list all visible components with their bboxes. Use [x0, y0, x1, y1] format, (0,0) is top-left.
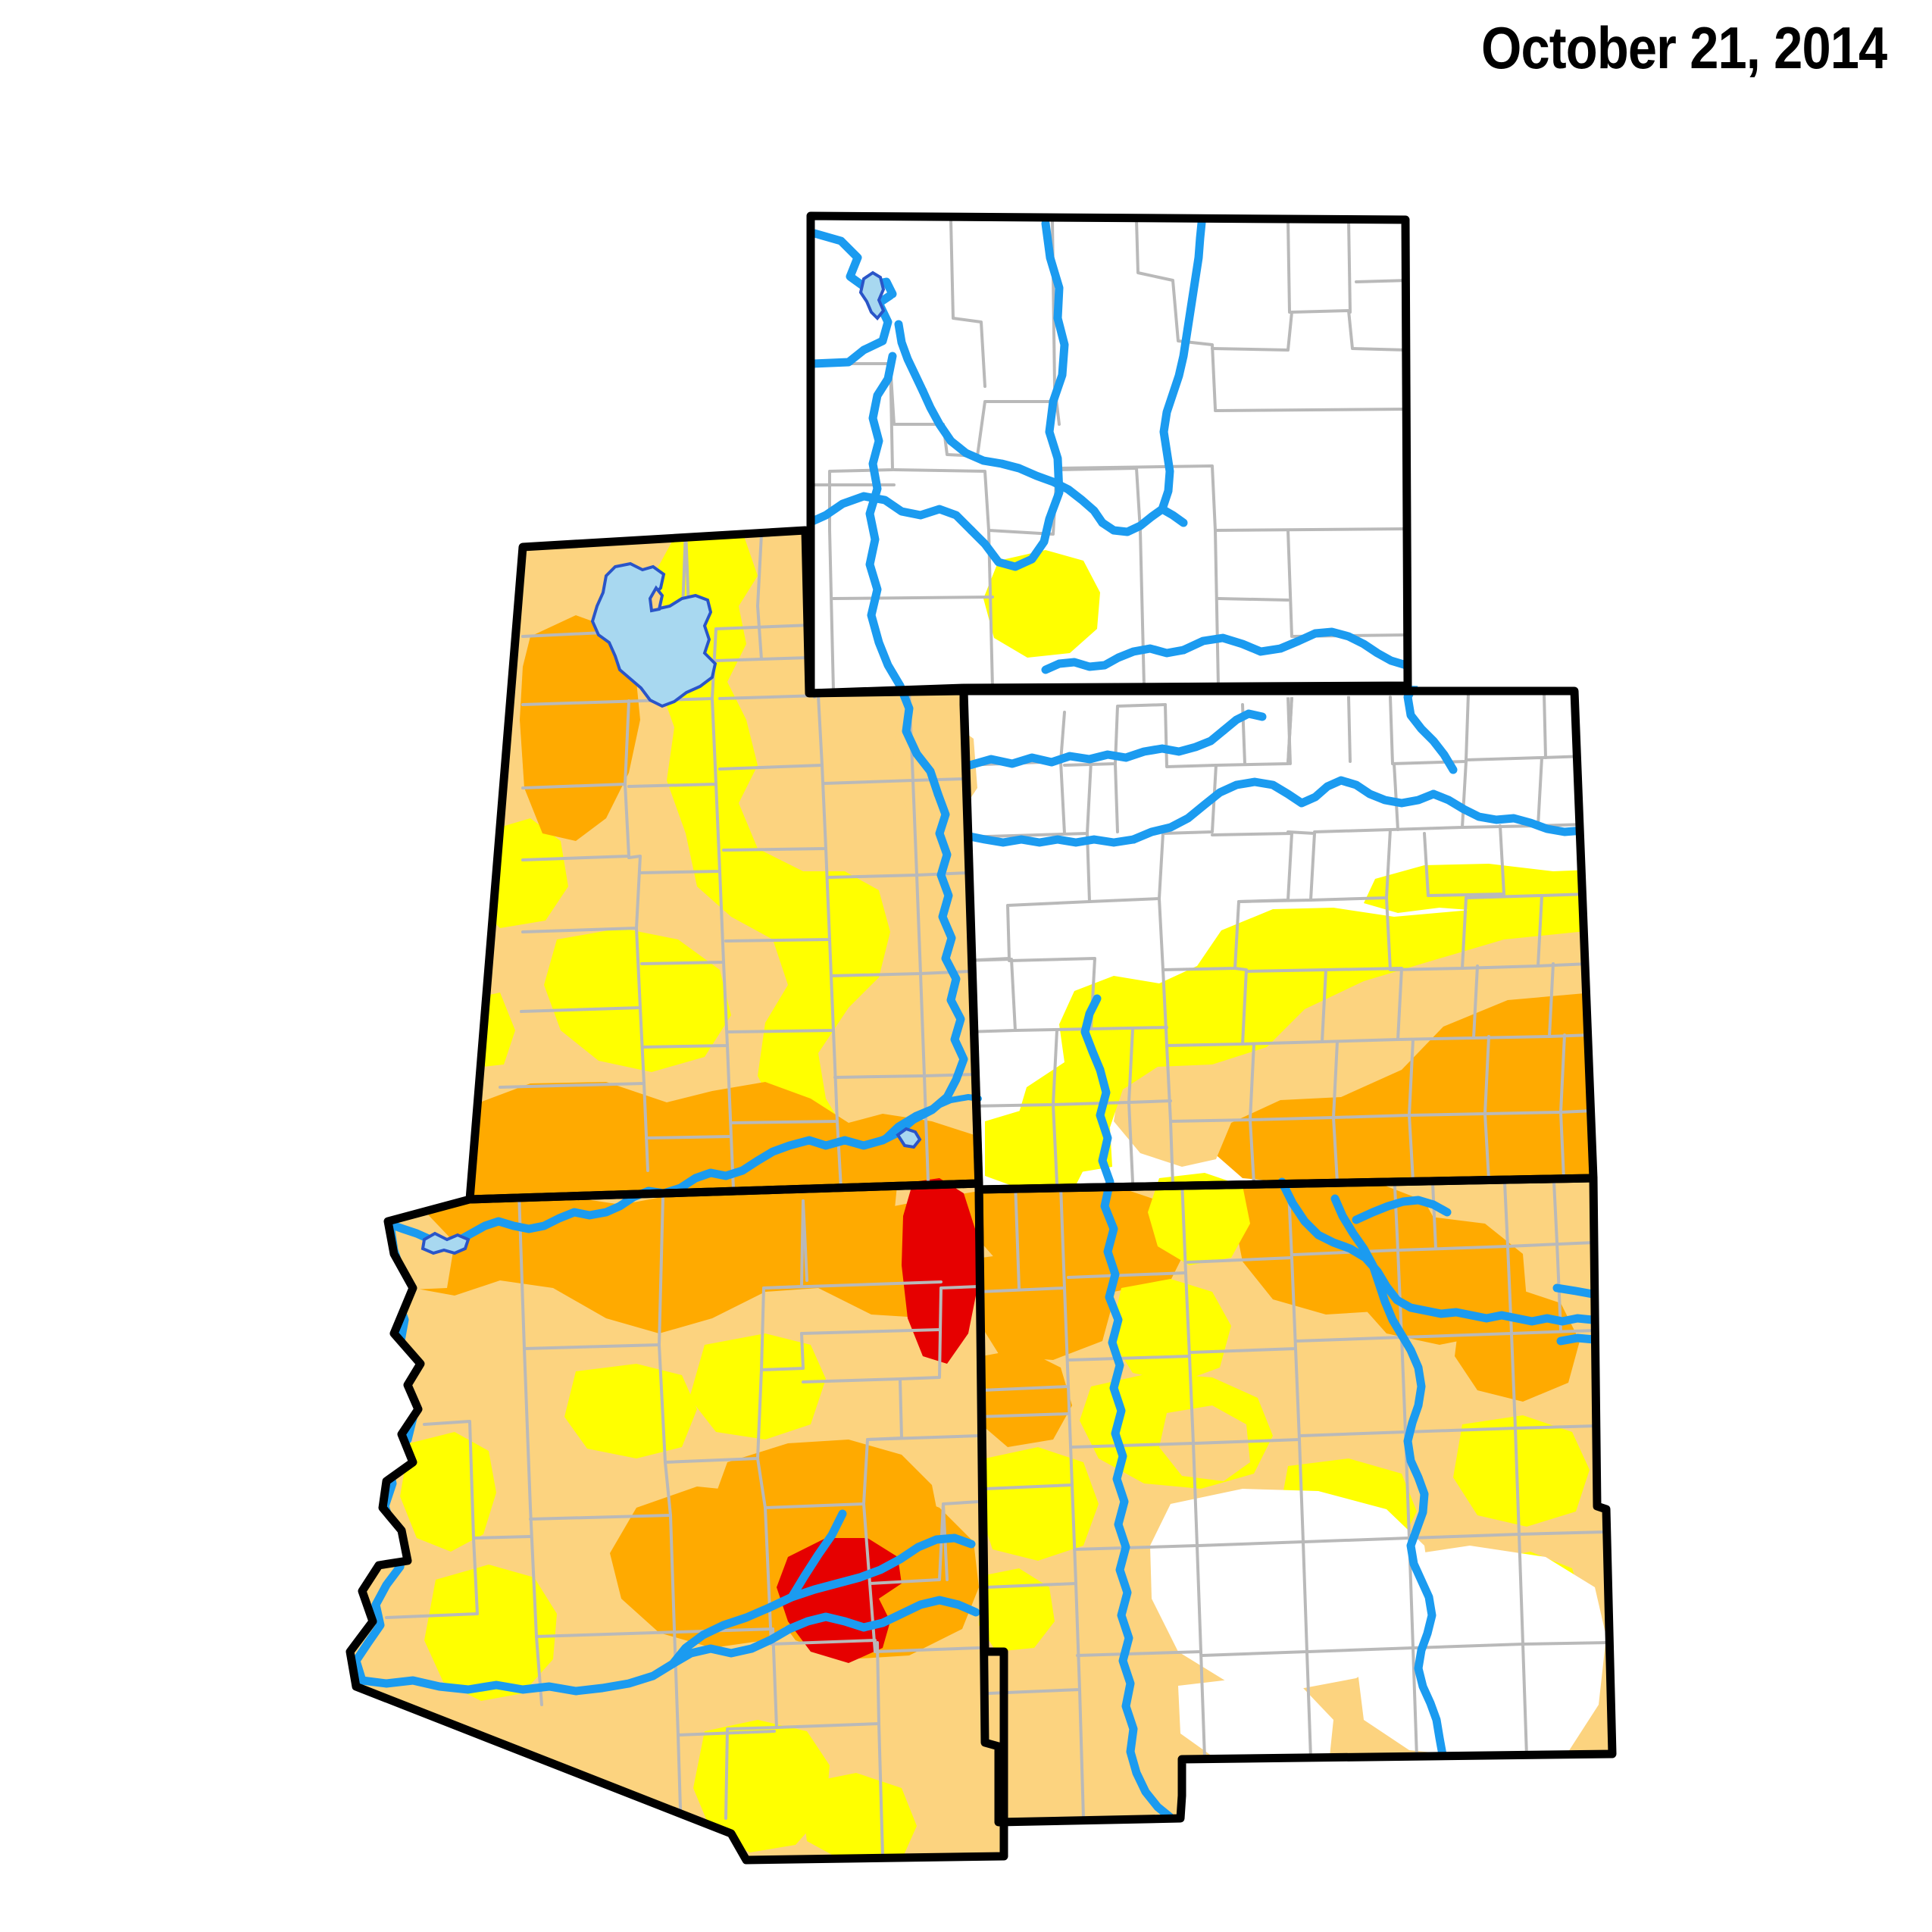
river-verde: [787, 1509, 847, 1602]
drought-area-D1-colorado-southeast: [1114, 918, 1593, 1167]
river-colorado-headwater: [965, 726, 1228, 770]
drought-area-D0-newmexico-southwest-b: [979, 1568, 1055, 1652]
drought-area-D0-arizona-northcentral: [689, 1333, 826, 1440]
river-gila: [358, 1596, 980, 1696]
river-bighorn-upper: [918, 386, 955, 445]
lake-mead: [420, 1231, 470, 1255]
river-pecos: [1330, 1194, 1447, 1759]
state-fill-wyoming: [807, 216, 1408, 693]
river-sanjuan: [880, 1094, 982, 1143]
river-cimarron: [1352, 1196, 1452, 1224]
state-borders: [345, 211, 1617, 1865]
river-green-utah-mid: [896, 681, 943, 799]
river-bighorn-lower: [946, 436, 1107, 527]
drought-area-D0-utah-westnotch: [466, 832, 485, 886]
drought-free-area-newmexico-east: [1356, 1546, 1606, 1758]
page-title: October 21, 2014: [1480, 14, 1887, 81]
drought-area-D0-colorado-southwest: [985, 1108, 1091, 1191]
lake-great-salt-lake: [590, 561, 717, 708]
river-northplatte-east: [1179, 627, 1411, 670]
river-green-utah-north: [865, 352, 905, 690]
river-nm-east-trib: [1552, 1283, 1597, 1299]
river-green-bend: [805, 492, 976, 535]
river-canadian: [1277, 1177, 1597, 1326]
state-border-newmexico: [974, 1174, 1617, 1827]
state-border-arizona: [345, 1179, 1008, 1865]
river-salt: [668, 1533, 976, 1668]
drought-area-D0-arizona-southwest: [424, 1565, 557, 1701]
drought-area-D0-arizona-central: [564, 1364, 697, 1458]
drought-area-D2-fourcorners-west: [682, 1121, 898, 1235]
drought-area-D0-newmexico-southwest: [979, 1447, 1099, 1561]
river-nm-east-trib-b: [1556, 1333, 1599, 1346]
river-riogrande: [1096, 1065, 1174, 1821]
river-riogrande-colorado: [1080, 994, 1105, 1074]
drought-area-D0-newmexico-east: [1453, 1415, 1590, 1527]
drought-free-area-newmexico-south: [1178, 1678, 1333, 1759]
river-arkansas-west: [1129, 776, 1438, 844]
county-lines-newmexico: [979, 1178, 1611, 1820]
river-bighorn-source: [894, 320, 927, 395]
drought-area-D2-newmexico-westlower: [981, 1349, 1072, 1447]
drought-area-D0-wyoming-southcentral: [983, 550, 1100, 658]
river-wind: [1098, 505, 1167, 536]
river-northplatte-west: [1041, 644, 1188, 674]
lakes: [420, 270, 922, 1255]
lake-powell: [896, 1127, 922, 1149]
drought-area-D0-colorado-east: [1364, 864, 1591, 913]
river-colorado-headwater-end: [1219, 709, 1267, 735]
river-snake: [810, 229, 897, 299]
drought-area-D3-newmexico-westborder: [902, 1178, 977, 1364]
river-bighorn-main: [1158, 218, 1206, 514]
county-lines-colorado: [964, 691, 1593, 1187]
drought-area-D0-arizona-southeast: [799, 1773, 917, 1860]
county-lines-arizona: [385, 1192, 980, 1859]
river-arkansas-headwater: [965, 832, 1138, 847]
river-green-upper: [967, 219, 1069, 571]
lake-great-salt-lake-island: [648, 585, 664, 613]
drought-area-D2-colorado-southeast: [1212, 977, 1593, 1186]
river-arkansas-east: [1429, 789, 1588, 836]
drought-area-D0-newmexico-northcentral: [1148, 1173, 1250, 1265]
lake-jackson: [858, 270, 886, 320]
river-wind-bend: [1158, 505, 1188, 527]
